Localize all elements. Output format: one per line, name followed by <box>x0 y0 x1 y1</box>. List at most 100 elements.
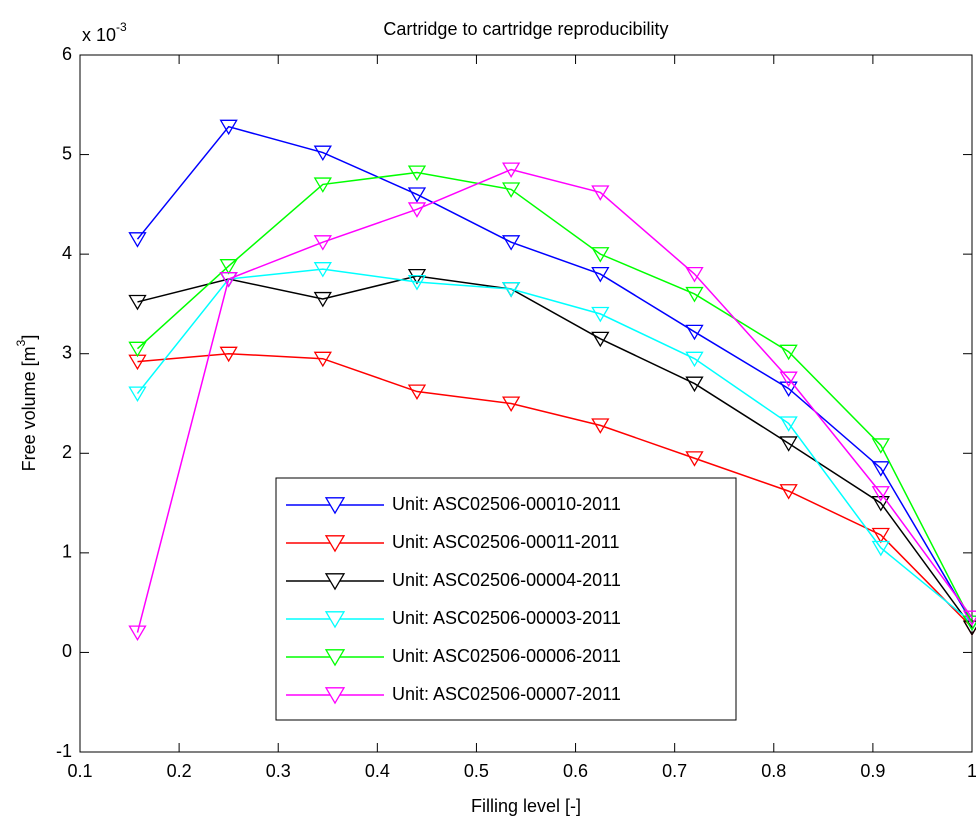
point-marker <box>313 235 332 251</box>
y-tick-label: -1 <box>56 741 72 761</box>
y-tick-label: 5 <box>62 143 72 163</box>
point-marker <box>501 281 521 298</box>
point-marker <box>871 461 890 477</box>
x-tick-label: 0.7 <box>662 761 687 781</box>
point-marker <box>407 268 427 285</box>
point-marker <box>685 351 704 368</box>
x-tick-label: 1 <box>967 761 976 781</box>
y-tick-label: 3 <box>62 342 72 362</box>
point-marker <box>219 259 238 275</box>
point-marker <box>128 341 147 358</box>
point-marker <box>871 527 890 544</box>
point-marker <box>779 436 798 452</box>
point-marker <box>407 384 427 401</box>
point-marker <box>779 381 798 398</box>
point-marker <box>779 416 798 432</box>
y-tick-label: 2 <box>62 442 72 462</box>
y-label-end: ] <box>19 335 39 340</box>
point-marker <box>591 418 610 434</box>
x-tick-label: 0.9 <box>860 761 885 781</box>
legend-marker <box>324 573 346 591</box>
point-marker <box>128 294 147 311</box>
point-marker <box>407 202 427 218</box>
point-marker <box>779 371 798 388</box>
legend-label: Unit: ASC02506-00003-2011 <box>392 608 621 628</box>
legend-box <box>275 477 737 721</box>
point-marker <box>407 187 427 203</box>
point-marker <box>128 232 147 248</box>
point-marker <box>313 145 332 162</box>
point-marker <box>313 291 332 308</box>
legend-label: Unit: ASC02506-00007-2011 <box>392 684 621 704</box>
point-marker <box>219 271 238 288</box>
point-marker <box>501 182 521 198</box>
point-marker <box>501 162 521 178</box>
y-tick-label: 4 <box>62 243 72 263</box>
legend-label: Unit: ASC02506-00010-2011 <box>392 494 621 514</box>
point-marker <box>501 396 521 412</box>
point-marker <box>313 351 332 368</box>
point-marker <box>685 286 704 303</box>
point-marker <box>591 331 610 348</box>
series-line <box>137 275 973 628</box>
y-tick-label: 1 <box>62 542 72 562</box>
y-label-exponent: 3 <box>14 339 28 346</box>
x-tick-label: 0.8 <box>761 761 786 781</box>
series-line <box>136 171 973 623</box>
series-line <box>136 268 973 624</box>
x-axis-label: Filling level [-] <box>471 796 581 816</box>
point-marker <box>591 185 610 201</box>
point-marker <box>128 386 147 403</box>
point-marker <box>219 346 238 363</box>
point-marker <box>962 610 976 627</box>
x-tick-label: 0.3 <box>266 761 291 781</box>
x-tick-label: 0.2 <box>167 761 192 781</box>
legend-marker <box>324 687 346 705</box>
point-marker <box>313 262 332 278</box>
point-marker <box>128 625 147 641</box>
point-marker <box>407 274 427 291</box>
x-tick-label: 0.1 <box>67 761 92 781</box>
x-tick-label: 0.6 <box>563 761 588 781</box>
point-marker <box>871 540 890 557</box>
point-marker <box>871 496 890 512</box>
legend-marker <box>324 649 346 667</box>
legend-marker <box>324 611 346 629</box>
point-marker <box>501 235 521 251</box>
series-line <box>136 168 973 633</box>
series-line <box>137 352 973 629</box>
point-marker <box>779 344 798 361</box>
legend-marker <box>324 535 346 553</box>
point-marker <box>871 438 890 454</box>
point-marker <box>685 324 704 341</box>
y-label-text: Free volume [m <box>19 346 39 471</box>
point-marker <box>962 615 976 632</box>
y-tick-label: 0 <box>62 641 72 661</box>
point-marker <box>591 267 610 283</box>
point-marker <box>779 484 798 500</box>
legend: Unit: ASC02506-00010-2011 Unit: ASC02506-… <box>275 477 737 721</box>
y-scale-exponent: -3 <box>116 20 127 34</box>
y-scale-label: x 10-3 <box>82 20 127 45</box>
y-axis-label: Free volume [m3] <box>14 335 39 472</box>
legend-marker <box>324 497 346 515</box>
legend-label: Unit: ASC02506-00006-2011 <box>392 646 621 666</box>
point-marker <box>313 177 332 193</box>
series-line <box>136 125 973 623</box>
point-marker <box>219 119 238 136</box>
y-tick-label: 6 <box>62 44 72 64</box>
x-tick-label: 0.5 <box>464 761 489 781</box>
point-marker <box>685 267 704 283</box>
chart-title: Cartridge to cartridge reproducibility <box>383 19 668 39</box>
x-tick-label: 0.4 <box>365 761 390 781</box>
point-marker <box>591 306 610 323</box>
point-marker <box>871 486 890 502</box>
point-marker <box>407 165 427 181</box>
point-marker <box>685 376 704 393</box>
legend-label: Unit: ASC02506-00011-2011 <box>392 532 620 552</box>
point-marker <box>685 451 704 467</box>
point-marker <box>591 247 610 263</box>
legend-label: Unit: ASC02506-00004-2011 <box>392 570 621 590</box>
y-scale-base: x 10 <box>82 25 116 45</box>
